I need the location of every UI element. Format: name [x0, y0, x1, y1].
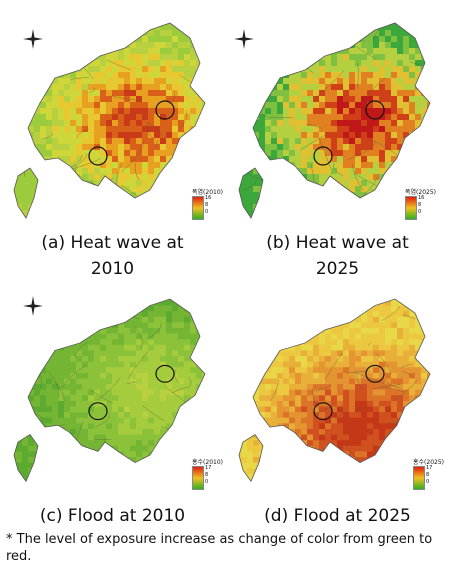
caption-line-1: (a) Heat wave at: [41, 233, 184, 253]
map-legend: 홍수(2025) 17 8 0: [413, 457, 450, 491]
caption-line-2: 2010: [90, 259, 135, 279]
compass-icon: [22, 295, 44, 317]
map-legend: 폭염(2010) 16 8 0: [192, 187, 225, 221]
map-legend: 홍수(2010) 17 8 0: [192, 457, 225, 491]
caption-line-2: 2025: [315, 259, 360, 279]
caption-line-1: (c) Flood at 2010: [39, 506, 186, 526]
legend-color-bar: [405, 196, 417, 220]
map-flood-2025: [238, 298, 431, 483]
legend-color-bar: [192, 466, 204, 490]
legend-color-bar: [192, 196, 204, 220]
panel-flood-2010: 홍수(2010) 17 8 0 (c) Flood at 2010: [0, 285, 225, 530]
legend-ticks: 17 8 0: [426, 465, 433, 485]
caption-line-1: (d) Flood at 2025: [264, 506, 411, 526]
compass-icon: [22, 28, 44, 50]
caption-line-1: (b) Heat wave at: [266, 233, 409, 253]
legend-title: 홍수(2010): [192, 459, 223, 466]
legend-title: 폭염(2010): [192, 189, 223, 196]
map-heat-wave-2025: [238, 22, 431, 219]
legend-color-bar: [413, 466, 425, 490]
footnote: * The level of exposure increase as chan…: [6, 532, 433, 564]
map-flood-2010: [13, 298, 206, 483]
map-heat-wave-2010: [13, 22, 206, 219]
legend-title: 홍수(2025): [413, 459, 444, 466]
legend-title: 폭염(2025): [405, 189, 436, 196]
legend-ticks: 16 8 0: [418, 195, 425, 215]
compass-icon: [233, 28, 255, 50]
legend-ticks: 17 8 0: [205, 465, 212, 485]
map-legend: 폭염(2025) 16 8 0: [405, 187, 445, 221]
panel-heat-wave-2010: 폭염(2010) 16 8 0 (a) Heat wave at 2010: [0, 0, 225, 285]
panel-heat-wave-2025: 폭염(2025) 16 8 0 (b) Heat wave at 2025: [225, 0, 450, 285]
panel-flood-2025: 홍수(2025) 17 8 0 (d) Flood at 2025: [225, 285, 450, 530]
legend-ticks: 16 8 0: [205, 195, 212, 215]
